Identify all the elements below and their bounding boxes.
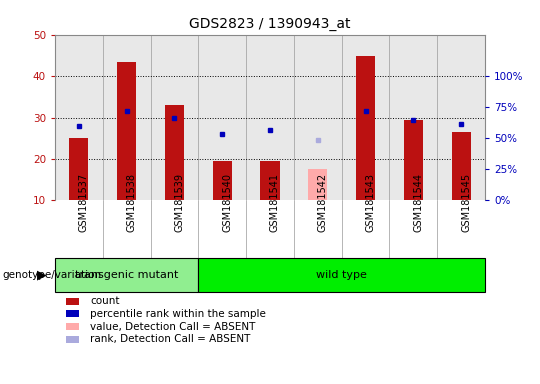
Bar [451, 132, 471, 200]
Text: GSM181540: GSM181540 [222, 174, 232, 232]
Text: rank, Detection Call = ABSENT: rank, Detection Call = ABSENT [90, 334, 251, 344]
Bar [213, 161, 232, 200]
Text: ▶: ▶ [37, 268, 47, 281]
Text: GSM181545: GSM181545 [461, 173, 471, 232]
Text: transgenic mutant: transgenic mutant [75, 270, 178, 280]
Text: percentile rank within the sample: percentile rank within the sample [90, 309, 266, 319]
Text: count: count [90, 296, 119, 306]
Bar [356, 56, 375, 200]
Text: GSM181538: GSM181538 [127, 174, 137, 232]
Text: GSM181539: GSM181539 [174, 174, 185, 232]
Text: GSM181542: GSM181542 [318, 173, 328, 232]
Text: GSM181537: GSM181537 [79, 173, 89, 232]
Text: wild type: wild type [316, 270, 367, 280]
Bar [198, 258, 485, 292]
Title: GDS2823 / 1390943_at: GDS2823 / 1390943_at [189, 17, 351, 31]
Text: genotype/variation: genotype/variation [3, 270, 102, 280]
Bar [55, 258, 198, 292]
Bar [404, 119, 423, 200]
Bar [69, 138, 89, 200]
Bar [165, 105, 184, 200]
Text: GSM181544: GSM181544 [413, 174, 423, 232]
Text: GSM181543: GSM181543 [366, 174, 375, 232]
Bar [308, 169, 327, 200]
Bar [260, 161, 280, 200]
Text: value, Detection Call = ABSENT: value, Detection Call = ABSENT [90, 321, 255, 331]
Bar [117, 62, 136, 200]
Text: GSM181541: GSM181541 [270, 174, 280, 232]
